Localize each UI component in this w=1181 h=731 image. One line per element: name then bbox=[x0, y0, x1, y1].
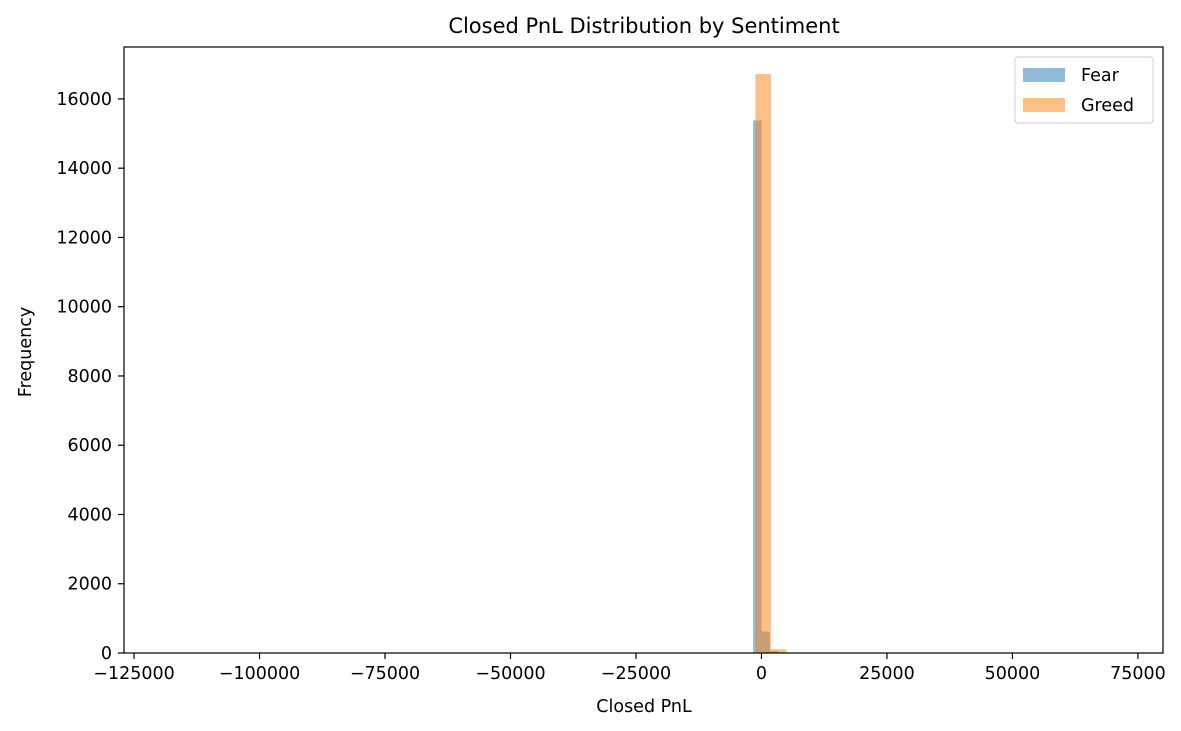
legend-swatch-fear bbox=[1023, 68, 1065, 82]
y-tick-label: 10000 bbox=[56, 298, 112, 318]
bar-greed-1 bbox=[770, 649, 787, 653]
x-tick-label: 50000 bbox=[985, 664, 1041, 684]
y-tick-label: 8000 bbox=[67, 367, 112, 387]
x-axis-ticks: −125000 −100000 −75000 −50000 −25000 0 25000 50… bbox=[93, 653, 1166, 684]
x-axis-label: Closed PnL bbox=[596, 697, 692, 717]
legend-label-fear: Fear bbox=[1081, 66, 1120, 86]
y-tick-label: 2000 bbox=[67, 575, 112, 595]
legend: Fear Greed bbox=[1014, 56, 1154, 124]
legend-swatch-greed bbox=[1023, 98, 1065, 112]
x-tick-label: −100000 bbox=[219, 664, 300, 684]
y-axis-ticks: 0 2000 4000 6000 8000 10000 12000 14000 16000 bbox=[56, 90, 124, 664]
x-tick-label: −50000 bbox=[475, 664, 545, 684]
y-tick-label: 16000 bbox=[56, 90, 112, 110]
y-axis-label: Frequency bbox=[16, 307, 36, 397]
chart-title: Closed PnL Distribution by Sentiment bbox=[448, 14, 839, 38]
bars-layer bbox=[753, 74, 803, 654]
x-tick-label: 0 bbox=[756, 664, 767, 684]
x-tick-label: −125000 bbox=[93, 664, 174, 684]
x-tick-label: 25000 bbox=[859, 664, 915, 684]
plot-frame bbox=[123, 46, 1164, 654]
y-tick-label: 6000 bbox=[67, 436, 112, 456]
x-tick-label: −75000 bbox=[350, 664, 420, 684]
y-tick-label: 14000 bbox=[56, 159, 112, 179]
y-tick-label: 0 bbox=[101, 644, 112, 664]
x-tick-label: 75000 bbox=[1110, 664, 1166, 684]
y-tick-label: 12000 bbox=[56, 228, 112, 248]
legend-label-greed: Greed bbox=[1081, 96, 1134, 116]
y-tick-label: 4000 bbox=[67, 505, 112, 525]
bar-greed-0 bbox=[755, 74, 771, 654]
x-tick-label: −25000 bbox=[601, 664, 671, 684]
